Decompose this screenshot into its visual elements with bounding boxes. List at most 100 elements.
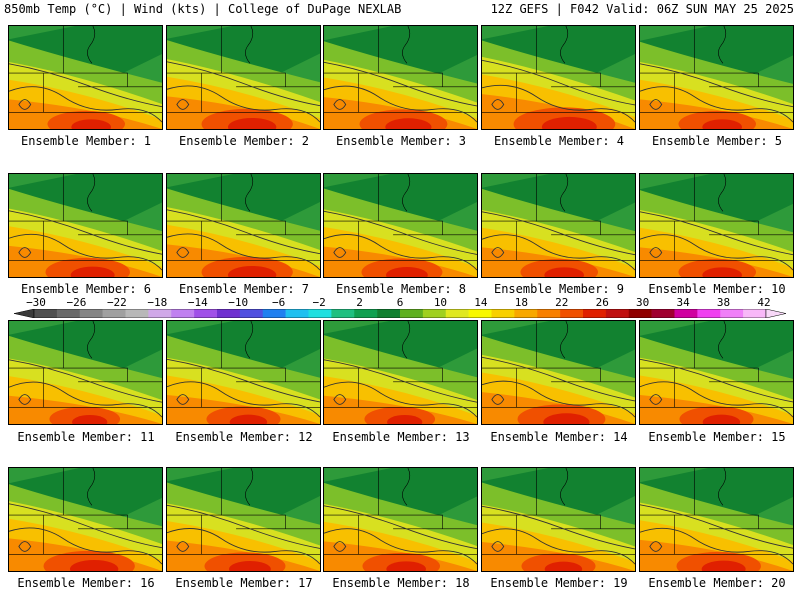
header-title: 850mb Temp (°C) | Wind (kts) | College o… xyxy=(4,2,402,16)
colorbar-swatch xyxy=(400,309,424,318)
colorbar-swatch xyxy=(56,309,81,318)
ensemble-map-panel xyxy=(8,173,163,278)
colorbar-tick-label: 22 xyxy=(555,296,569,309)
ensemble-member-label: Ensemble Member: 13 xyxy=(332,430,470,444)
header-valid-time: 12Z GEFS | F042 Valid: 06Z SUN MAY 25 20… xyxy=(490,2,794,16)
colorbar-swatch xyxy=(102,309,126,318)
colorbar-tick-label: 42 xyxy=(757,296,771,309)
ensemble-member-label: Ensemble Member: 5 xyxy=(651,134,783,148)
colorbar-swatch xyxy=(194,309,218,318)
colorbar-swatch xyxy=(377,309,401,318)
colorbar-swatch xyxy=(171,309,195,318)
colorbar-swatch xyxy=(285,309,309,318)
colorbar-swatch xyxy=(605,309,630,318)
ensemble-map-panel xyxy=(166,173,321,278)
colorbar-swatch xyxy=(262,309,286,318)
colorbar-swatch xyxy=(720,309,744,318)
colorbar-tick-label: −14 xyxy=(187,296,208,309)
colorbar-graphic xyxy=(14,309,786,318)
ensemble-member-label: Ensemble Member: 16 xyxy=(17,576,155,590)
ensemble-map-panel xyxy=(323,25,478,130)
temperature-map xyxy=(9,468,162,571)
colorbar-swatch xyxy=(239,309,264,318)
colorbar-tick-label: 30 xyxy=(636,296,650,309)
ensemble-map-panel xyxy=(639,467,794,572)
ensemble-map-panel xyxy=(323,320,478,425)
temperature-map xyxy=(482,321,635,424)
colorbar-tick-label: −22 xyxy=(106,296,127,309)
colorbar-swatch xyxy=(583,309,607,318)
temperature-map xyxy=(640,468,793,571)
temperature-map xyxy=(640,174,793,277)
colorbar-tick-label: −2 xyxy=(312,296,326,309)
colorbar-swatch xyxy=(354,309,378,318)
ensemble-member-label: Ensemble Member: 8 xyxy=(335,282,467,296)
ensemble-member-label: Ensemble Member: 7 xyxy=(178,282,310,296)
colorbar-swatch xyxy=(468,309,492,318)
colorbar-labels: −30 −26 −22 −18 −14 −10 −6 −2 2 6 10 14 18 22 26 30 34 38… xyxy=(0,296,800,309)
colorbar-swatch xyxy=(422,309,447,318)
colorbar-tick-label: 18 xyxy=(514,296,528,309)
temperature-map xyxy=(324,26,477,129)
ensemble-map-panel xyxy=(8,320,163,425)
colorbar-swatch xyxy=(560,309,584,318)
temperature-map xyxy=(324,468,477,571)
temperature-map xyxy=(482,468,635,571)
ensemble-member-label: Ensemble Member: 9 xyxy=(493,282,625,296)
temperature-map xyxy=(482,174,635,277)
ensemble-map-panel xyxy=(639,320,794,425)
colorbar-swatch xyxy=(34,309,58,318)
colorbar-tick-label: 34 xyxy=(676,296,690,309)
ensemble-map-panel xyxy=(639,25,794,130)
colorbar-tick-label: 38 xyxy=(716,296,731,309)
colorbar-tick-label: 6 xyxy=(396,296,404,309)
colorbar-swatch xyxy=(308,309,332,318)
colorbar-swatch xyxy=(674,309,698,318)
colorbar-tick-label: 14 xyxy=(474,296,488,309)
ensemble-map-panel xyxy=(639,173,794,278)
ensemble-member-label: Ensemble Member: 10 xyxy=(648,282,786,296)
colorbar-tick-label: −6 xyxy=(272,296,286,309)
ensemble-map-panel xyxy=(323,173,478,278)
ensemble-map-panel xyxy=(481,173,636,278)
ensemble-member-label: Ensemble Member: 20 xyxy=(648,576,786,590)
colorbar-swatch xyxy=(743,309,767,318)
ensemble-member-label: Ensemble Member: 4 xyxy=(493,134,625,148)
ensemble-member-label: Ensemble Member: 12 xyxy=(175,430,313,444)
colorbar-swatch xyxy=(331,309,355,318)
temperature-map xyxy=(167,26,320,129)
ensemble-member-label: Ensemble Member: 6 xyxy=(20,282,152,296)
colorbar-swatch xyxy=(537,309,561,318)
ensemble-map-panel xyxy=(166,467,321,572)
colorbar-swatch xyxy=(79,309,103,318)
colorbar-swatch xyxy=(125,309,149,318)
temperature-map xyxy=(482,26,635,129)
ensemble-member-label: Ensemble Member: 11 xyxy=(17,430,155,444)
ensemble-member-label: Ensemble Member: 15 xyxy=(648,430,786,444)
ensemble-map-panel xyxy=(481,467,636,572)
ensemble-map-panel xyxy=(323,467,478,572)
colorbar-swatch xyxy=(697,309,721,318)
colorbar-swatch xyxy=(651,309,675,318)
colorbar-low-arrow xyxy=(14,309,35,318)
temperature-map xyxy=(9,321,162,424)
colorbar-swatch xyxy=(148,309,172,318)
ensemble-map-panel xyxy=(166,320,321,425)
temperature-map xyxy=(640,321,793,424)
ensemble-member-label: Ensemble Member: 18 xyxy=(332,576,470,590)
ensemble-member-label: Ensemble Member: 1 xyxy=(20,134,152,148)
temperature-map xyxy=(167,174,320,277)
ensemble-map-panel xyxy=(8,25,163,130)
colorbar-swatch xyxy=(514,309,538,318)
colorbar-tick-label: 26 xyxy=(595,296,609,309)
ensemble-map-panel xyxy=(481,320,636,425)
temperature-map xyxy=(324,174,477,277)
colorbar-swatch xyxy=(445,309,469,318)
temperature-map xyxy=(324,321,477,424)
colorbar-tick-label: 10 xyxy=(433,296,448,309)
colorbar-tick-label: −26 xyxy=(66,296,87,309)
temperature-map xyxy=(640,26,793,129)
temperature-colorbar xyxy=(14,309,786,318)
ensemble-member-label: Ensemble Member: 2 xyxy=(178,134,310,148)
ensemble-member-label: Ensemble Member: 3 xyxy=(335,134,467,148)
